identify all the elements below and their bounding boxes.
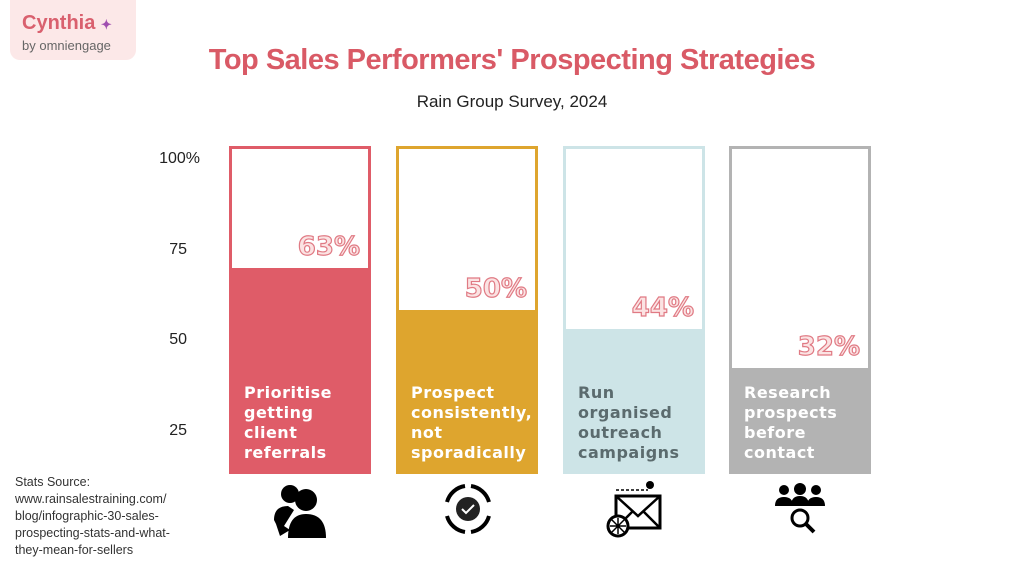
bar: Run organised outreach campaigns 44%	[563, 146, 705, 474]
sparkle-icon: ✦	[100, 17, 112, 32]
bar-fill: Prospect consistently, not sporadically	[399, 310, 535, 471]
logo-byline: by omniengage	[22, 38, 111, 53]
cycle-check-icon	[445, 484, 491, 534]
logo-name: Cynthia ✦	[22, 12, 112, 34]
y-tick-label: 50	[169, 331, 187, 348]
bar-value-label: 63%	[297, 232, 360, 263]
bar-category-label: Prospect consistently, not sporadically	[411, 383, 533, 462]
referral-people-icon	[274, 485, 326, 538]
bar-value-label: 32%	[797, 331, 860, 362]
people-search-icon	[775, 483, 825, 534]
bar: Prospect consistently, not sporadically 5…	[396, 146, 538, 474]
bar-value-label: 44%	[631, 293, 694, 324]
chart-title: Top Sales Performers' Prospecting Strate…	[208, 44, 816, 76]
y-tick-label: 100%	[159, 150, 200, 167]
chart-subtitle: Rain Group Survey, 2024	[416, 92, 608, 111]
bar-category-label: Prioritise getting client referrals	[244, 383, 332, 462]
bar-fill: Research prospects before contact	[732, 367, 868, 471]
y-tick-label: 25	[169, 422, 187, 439]
bar-fill: Run organised outreach campaigns	[566, 329, 702, 471]
logo: Cynthia ✦ by omniengage	[10, 0, 136, 60]
bar-category-label: Run organised outreach campaigns	[578, 383, 680, 462]
y-tick-label: 75	[169, 241, 187, 258]
stats-source: Stats Source: www.rainsalestraining.com/…	[15, 475, 170, 557]
bar-category-label: Research prospects before contact	[744, 383, 838, 462]
email-campaign-icon	[606, 481, 662, 538]
bar: Prioritise getting client referrals 63%	[229, 146, 371, 474]
bar-value-label: 50%	[464, 273, 527, 304]
bar: Research prospects before contact 32%	[729, 146, 871, 474]
bar-fill: Prioritise getting client referrals	[232, 268, 368, 471]
